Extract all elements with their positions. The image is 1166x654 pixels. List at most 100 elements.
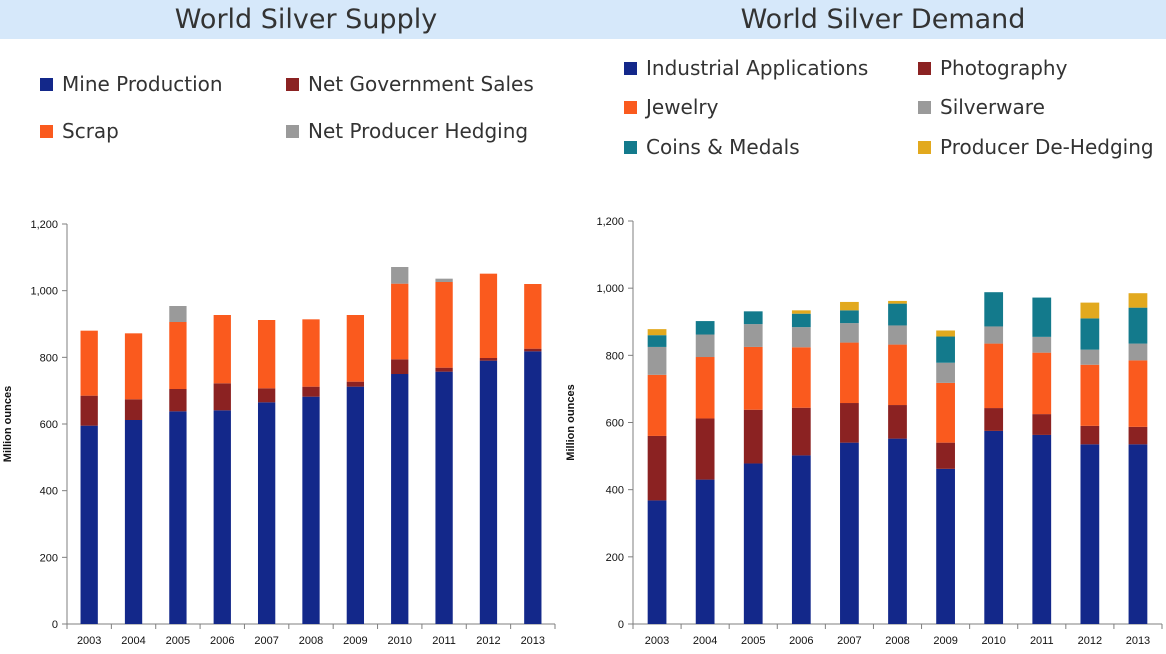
bar-segment — [80, 425, 98, 624]
y-axis-title: Million ounces — [2, 386, 14, 462]
bar-segment — [213, 315, 231, 384]
bar-segment — [1032, 414, 1052, 435]
bar-segment — [169, 306, 187, 322]
bar-segment — [888, 405, 907, 439]
bar-segment — [888, 344, 907, 406]
x-tick-label: 2008 — [299, 635, 323, 647]
demand-legend-coins-medals: Coins & Medals — [624, 135, 800, 159]
x-tick-label: 2004 — [693, 635, 717, 647]
bar-segment — [213, 410, 231, 624]
x-tick-label: 2011 — [1030, 635, 1054, 647]
bar-segment — [346, 315, 365, 382]
demand-legend-silverware: Silverware — [918, 95, 1045, 119]
demand-legend-jewelry: Jewelry — [624, 95, 718, 119]
bar-segment — [213, 383, 231, 411]
x-tick-label: 2006 — [789, 635, 813, 647]
bar-segment — [391, 374, 409, 624]
bar-segment — [984, 408, 1004, 431]
bar-segment — [1128, 426, 1148, 445]
bar-segment — [1032, 336, 1052, 353]
y-tick-label: 1,000 — [30, 286, 58, 298]
legend-label: Coins & Medals — [646, 135, 800, 159]
bar-segment — [391, 267, 409, 284]
x-tick-label: 2009 — [933, 635, 957, 647]
bar-segment — [80, 395, 98, 426]
bar-segment — [984, 326, 1004, 344]
bar-segment — [888, 300, 907, 304]
bar-segment — [936, 362, 955, 383]
bar-segment — [1128, 343, 1148, 361]
legend-swatch — [624, 100, 637, 114]
bar-segment — [257, 388, 276, 403]
bar-segment — [1080, 364, 1100, 426]
y-axis-title: Million ounces — [565, 384, 577, 460]
y-tick-label: 800 — [606, 350, 624, 362]
bar-segment — [840, 442, 859, 624]
legend-label: Net Producer Hedging — [308, 119, 529, 143]
bar-segment — [647, 374, 667, 436]
legend-label: Photography — [940, 56, 1068, 80]
demand-chart-title: World Silver Demand — [740, 4, 1026, 35]
x-tick-label: 2013 — [521, 635, 545, 647]
bar-segment — [524, 284, 542, 349]
bar-segment — [1032, 352, 1052, 415]
y-tick-label: 200 — [40, 552, 58, 564]
x-tick-label: 2007 — [837, 635, 861, 647]
legend-swatch — [624, 61, 637, 75]
bar-segment — [302, 319, 320, 387]
bar-segment — [791, 313, 811, 328]
supply-chart-title: World Silver Supply — [174, 4, 438, 35]
y-tick-label: 1,200 — [596, 216, 624, 228]
bar-segment — [936, 336, 955, 363]
bar-segment — [743, 324, 763, 347]
bar-segment — [984, 343, 1004, 409]
bar-segment — [124, 333, 143, 400]
x-tick-label: 2012 — [1078, 635, 1102, 647]
bar-segment — [1080, 302, 1100, 319]
bar-segment — [1080, 318, 1100, 350]
x-tick-label: 2003 — [77, 635, 101, 647]
bar-segment — [1032, 434, 1052, 624]
bar-segment — [936, 442, 955, 469]
bar-segment — [124, 399, 143, 420]
bar-segment — [984, 292, 1004, 327]
y-tick-label: 400 — [40, 486, 58, 498]
bar-segment — [840, 403, 859, 443]
bar-segment — [695, 334, 715, 358]
supply-stacked-bar-chart: 0 200 400 600 800 1,000 1,200 Million ounces 200… — [2, 219, 556, 647]
bar-segment — [695, 418, 715, 480]
bar-segment — [435, 282, 453, 368]
y-tick-label: 200 — [606, 552, 624, 564]
bar-segment — [840, 301, 859, 311]
x-tick-label: 2010 — [387, 635, 411, 647]
bar-segment — [479, 360, 498, 624]
x-tick-label: 2012 — [476, 635, 500, 647]
bar-segment — [302, 386, 320, 397]
title-banner — [0, 0, 1166, 39]
y-tick-label: 800 — [40, 352, 58, 364]
y-tick-label: 0 — [618, 619, 624, 631]
bar-segment — [888, 325, 907, 345]
legend-swatch — [286, 77, 299, 91]
y-tick-label: 400 — [606, 485, 624, 497]
supply-legend-net-government-sales: Net Government Sales — [286, 72, 534, 96]
bar-segment — [124, 420, 143, 624]
bar-segment — [169, 411, 187, 624]
bar-segment — [888, 438, 907, 624]
bar-segment — [647, 335, 667, 347]
bar-segment — [1032, 297, 1052, 337]
y-tick-label: 600 — [40, 419, 58, 431]
bar-segment — [647, 500, 667, 624]
bar-segment — [479, 273, 498, 358]
legend-swatch — [918, 100, 931, 114]
bar-segment — [1080, 349, 1100, 365]
legend-swatch — [918, 61, 931, 75]
bar-segment — [647, 435, 667, 501]
y-tick-label: 1,200 — [30, 219, 58, 231]
x-tick-label: 2007 — [254, 635, 278, 647]
bar-segment — [791, 347, 811, 408]
bar-segment — [391, 359, 409, 374]
bar-segment — [791, 310, 811, 314]
bar-segment — [346, 386, 365, 624]
